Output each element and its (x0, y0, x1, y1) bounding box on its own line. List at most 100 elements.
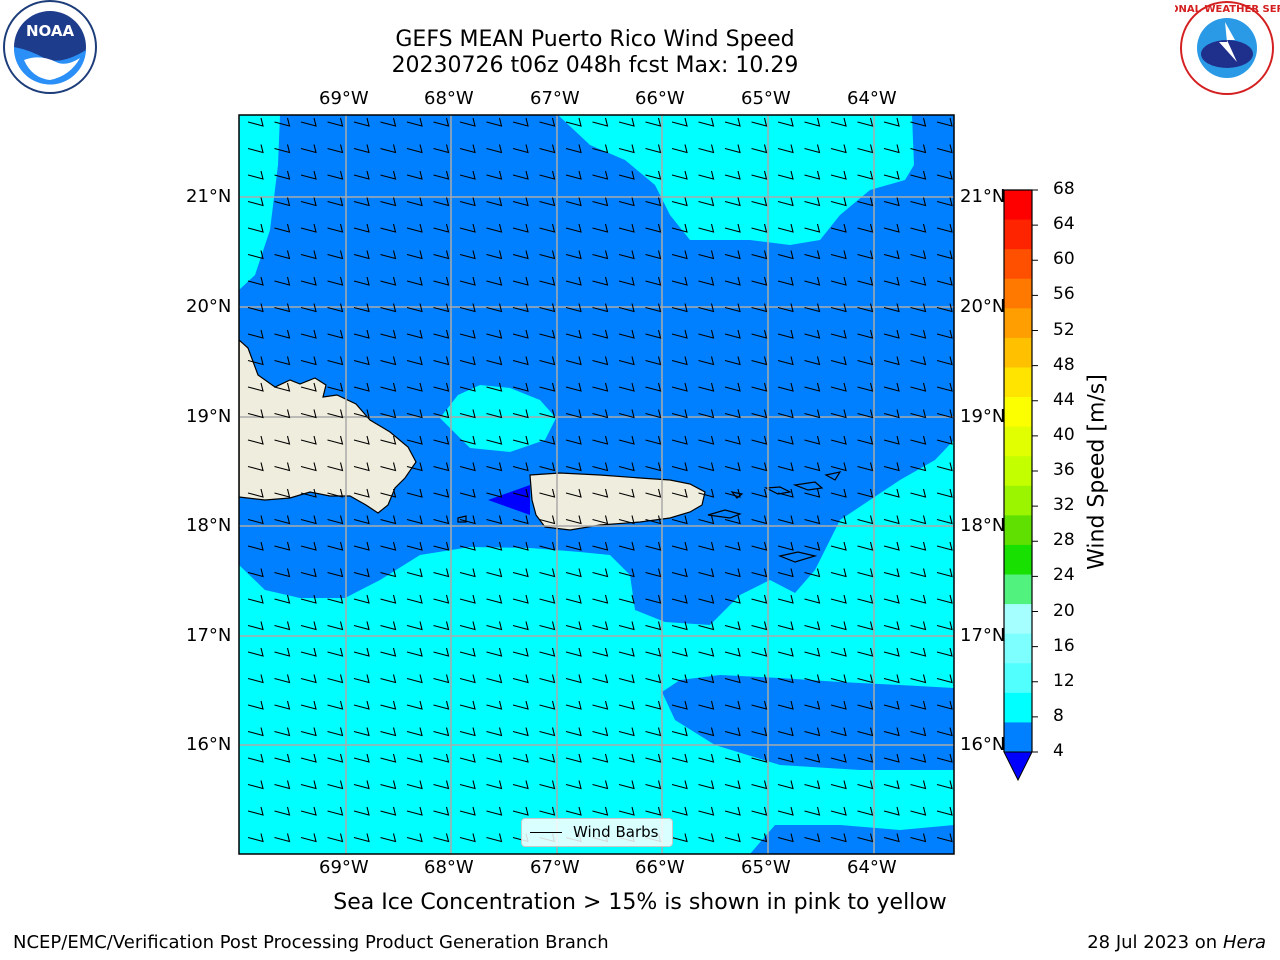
wind-barb (698, 753, 715, 763)
wind-barb (433, 409, 450, 419)
wind-barb (910, 515, 927, 525)
wind-barb (671, 250, 688, 260)
wind-barb (486, 541, 503, 551)
wind-barb (327, 144, 344, 154)
wind-barb (459, 144, 476, 154)
lat-left-label: 16°N (186, 734, 232, 755)
wind-barb (751, 435, 768, 445)
wind-barb (883, 594, 900, 604)
wind-barb (857, 753, 874, 763)
wind-barb (618, 727, 635, 737)
wind-barb (592, 223, 609, 233)
wind-barb (247, 144, 264, 154)
wind-barb (406, 170, 423, 180)
wind-barb (539, 806, 556, 816)
wind-barb (830, 382, 847, 392)
wind-barb (910, 780, 927, 790)
wind-barb (353, 117, 370, 127)
wind-barb (883, 833, 900, 843)
wind-barb (698, 647, 715, 657)
colorbar-segment (1004, 249, 1032, 280)
wind-contour-mona (440, 385, 556, 452)
wind-barb (565, 382, 582, 392)
wind-barb (380, 250, 397, 260)
wind-barb (857, 541, 874, 551)
wind-barb (592, 329, 609, 339)
wind-barb (777, 356, 794, 366)
colorbar-tick-label: 16 (1053, 635, 1075, 656)
wind-barb (724, 276, 741, 286)
wind-barb (936, 806, 953, 816)
wind-barb (406, 117, 423, 127)
wind-barb (247, 276, 264, 286)
colorbar-tick-label: 12 (1053, 670, 1075, 691)
colorbar-segment (1004, 337, 1032, 368)
wind-barb (353, 250, 370, 260)
wind-barb (671, 197, 688, 207)
wind-barb (910, 435, 927, 445)
wind-barb (353, 753, 370, 763)
min-wind-arrow (488, 485, 530, 515)
wind-barb (459, 753, 476, 763)
wind-barb (486, 806, 503, 816)
wind-barb (433, 515, 450, 525)
wind-barb (459, 568, 476, 578)
wind-barb (565, 170, 582, 180)
wind-barb (777, 329, 794, 339)
wind-barb (274, 700, 291, 710)
wind-barb (936, 276, 953, 286)
wind-barb (592, 594, 609, 604)
wind-barb (539, 488, 556, 498)
wind-barb (433, 541, 450, 551)
colorbar (1003, 189, 1038, 782)
colorbar-tick-label: 48 (1053, 354, 1075, 375)
wind-barb (830, 144, 847, 154)
wind-barb (910, 409, 927, 419)
wind-barb (618, 435, 635, 445)
wind-barb (300, 488, 317, 498)
wind-barb (486, 250, 503, 260)
wind-barb (724, 833, 741, 843)
wind-barb (671, 223, 688, 233)
wind-barb (300, 541, 317, 551)
colorbar-title: Wind Speed [m/s] (1084, 374, 1110, 570)
wind-barb (645, 462, 662, 472)
wind-barb (380, 409, 397, 419)
wind-barb (857, 435, 874, 445)
wind-barb (777, 647, 794, 657)
wind-barb (380, 594, 397, 604)
wind-barb (698, 541, 715, 551)
wind-barb (936, 488, 953, 498)
wind-barb (459, 647, 476, 657)
wind-barb (274, 806, 291, 816)
wind-barb (380, 223, 397, 233)
wind-barb (406, 303, 423, 313)
wind-barb (539, 329, 556, 339)
lon-top-label: 65°W (741, 88, 791, 109)
wind-barb (751, 250, 768, 260)
colorbar-segment (1004, 456, 1032, 487)
wind-barb (804, 170, 821, 180)
wind-barb (274, 117, 291, 127)
wind-barb (804, 568, 821, 578)
wind-barb (777, 727, 794, 737)
wind-barb (433, 223, 450, 233)
wind-barb (592, 435, 609, 445)
wind-barb (804, 594, 821, 604)
wind-barb (830, 594, 847, 604)
wind-barb (857, 621, 874, 631)
wind-barb (459, 541, 476, 551)
wind-barb (353, 409, 370, 419)
wind-barb (433, 833, 450, 843)
wind-barb (671, 435, 688, 445)
wind-barb (539, 674, 556, 684)
wind-barb (910, 250, 927, 260)
wind-barb (618, 700, 635, 710)
wind-barb (777, 223, 794, 233)
wind-barb (327, 223, 344, 233)
wind-barb (751, 356, 768, 366)
wind-barb (300, 806, 317, 816)
wind-barb (645, 170, 662, 180)
wind-barb (910, 170, 927, 180)
wind-barb (353, 223, 370, 233)
